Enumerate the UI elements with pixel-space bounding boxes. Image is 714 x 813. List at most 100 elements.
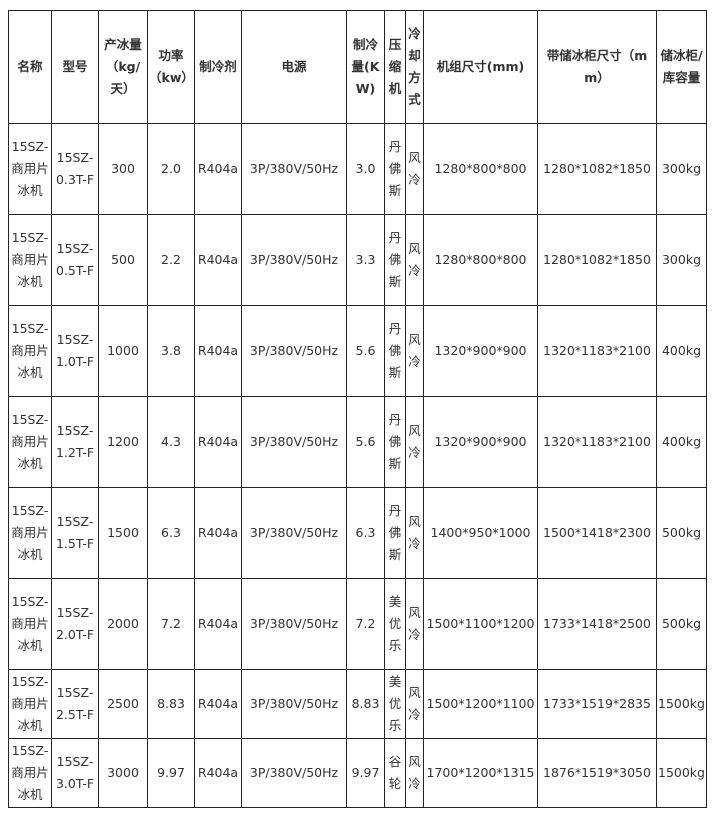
table-cell: 7.2: [147, 578, 195, 670]
table-cell: 风冷: [405, 305, 424, 397]
table-cell: 15SZ-商用片冰机: [8, 578, 52, 670]
column-header: 名称: [8, 10, 52, 124]
table-cell: 谷轮: [384, 738, 406, 808]
table-cell: 1320*900*900: [423, 396, 538, 488]
table-cell: R404a: [194, 214, 242, 306]
table-cell: R404a: [194, 669, 242, 739]
table-cell: 风冷: [405, 738, 424, 808]
table-row: 15SZ-商用片冰机 15SZ-2.0T-F 2000 7.2 R404a 3P/380V…: [8, 578, 707, 670]
table-cell: 1000: [98, 305, 148, 397]
table-cell: 6.3: [346, 487, 385, 579]
table-cell: 1280*1082*1850: [537, 214, 657, 306]
table-cell: 15SZ-2.0T-F: [51, 578, 99, 670]
header-row: 名称 型号 产冰量（kg/天） 功率（kw） 制冷剂 电源 制冷量(KW) 压缩机 冷却方式 机组…: [8, 10, 707, 124]
table-row: 15SZ-商用片冰机 15SZ-1.0T-F 1000 3.8 R404a 3P/380V…: [8, 305, 707, 397]
table-row: 15SZ-商用片冰机 15SZ-0.3T-F 300 2.0 R404a 3P/380V/…: [8, 123, 707, 215]
table-cell: 15SZ-商用片冰机: [8, 669, 52, 739]
table-cell: 500kg: [656, 578, 707, 670]
table-cell: 1500*1100*1200: [423, 578, 538, 670]
table-cell: R404a: [194, 578, 242, 670]
table-cell: 1876*1519*3050: [537, 738, 657, 808]
table-cell: 3P/380V/50Hz: [241, 487, 347, 579]
table-cell: 丹佛斯: [384, 214, 406, 306]
table-cell: 丹佛斯: [384, 487, 406, 579]
column-header: 型号: [51, 10, 99, 124]
table-cell: 3P/380V/50Hz: [241, 578, 347, 670]
table-cell: 2000: [98, 578, 148, 670]
table-cell: 3.3: [346, 214, 385, 306]
column-header: 制冷量(KW): [346, 10, 385, 124]
table-cell: 1280*1082*1850: [537, 123, 657, 215]
table-cell: 5.6: [346, 396, 385, 488]
table-cell: 美优乐: [384, 578, 406, 670]
column-header: 带储冰柜尺寸（mm）: [537, 10, 657, 124]
table-cell: 风冷: [405, 487, 424, 579]
table-cell: 丹佛斯: [384, 396, 406, 488]
table-cell: 3P/380V/50Hz: [241, 396, 347, 488]
table-cell: 1280*800*800: [423, 214, 538, 306]
table-cell: R404a: [194, 123, 242, 215]
table-cell: 1733*1519*2835: [537, 669, 657, 739]
table-cell: 8.83: [147, 669, 195, 739]
table-cell: 3000: [98, 738, 148, 808]
table-cell: 15SZ-1.5T-F: [51, 487, 99, 579]
table-cell: 3P/380V/50Hz: [241, 214, 347, 306]
table-cell: 300kg: [656, 214, 707, 306]
column-header: 产冰量（kg/天）: [98, 10, 148, 124]
table-row: 15SZ-商用片冰机 15SZ-1.2T-F 1200 4.3 R404a 3P/380V…: [8, 396, 707, 488]
table-cell: 3P/380V/50Hz: [241, 738, 347, 808]
table-cell: 300: [98, 123, 148, 215]
table-row: 15SZ-商用片冰机 15SZ-3.0T-F 3000 9.97 R404a 3P/380…: [8, 738, 707, 808]
table-cell: 15SZ-商用片冰机: [8, 123, 52, 215]
table-cell: 5.6: [346, 305, 385, 397]
table-cell: 15SZ-0.3T-F: [51, 123, 99, 215]
table-cell: 2.0: [147, 123, 195, 215]
table-cell: 15SZ-0.5T-F: [51, 214, 99, 306]
table-cell: 1500*1200*1100: [423, 669, 538, 739]
table-cell: 1500kg: [656, 669, 707, 739]
table-cell: 15SZ-1.0T-F: [51, 305, 99, 397]
table-cell: 9.97: [147, 738, 195, 808]
table-cell: R404a: [194, 396, 242, 488]
table-row: 15SZ-商用片冰机 15SZ-1.5T-F 1500 6.3 R404a 3P/380V…: [8, 487, 707, 579]
table-cell: 美优乐: [384, 669, 406, 739]
column-header: 机组尺寸(mm): [423, 10, 538, 124]
table-cell: 15SZ-商用片冰机: [8, 487, 52, 579]
column-header: 冷却方式: [405, 10, 424, 124]
table-cell: 15SZ-商用片冰机: [8, 738, 52, 808]
table-cell: 4.3: [147, 396, 195, 488]
table-cell: 7.2: [346, 578, 385, 670]
column-header: 电源: [241, 10, 347, 124]
table-cell: 15SZ-商用片冰机: [8, 214, 52, 306]
table-cell: 1500kg: [656, 738, 707, 808]
column-header: 制冷剂: [194, 10, 242, 124]
table-cell: 2.2: [147, 214, 195, 306]
table-cell: 500: [98, 214, 148, 306]
table-cell: 3.8: [147, 305, 195, 397]
table-cell: 1320*1183*2100: [537, 305, 657, 397]
ice-machine-spec-table: 名称 型号 产冰量（kg/天） 功率（kw） 制冷剂 电源 制冷量(KW) 压缩机 冷却方式 机组…: [8, 10, 707, 808]
table-cell: R404a: [194, 487, 242, 579]
table-cell: 15SZ-商用片冰机: [8, 305, 52, 397]
table-cell: 风冷: [405, 214, 424, 306]
table-cell: 丹佛斯: [384, 305, 406, 397]
table-cell: 15SZ-2.5T-F: [51, 669, 99, 739]
table-cell: 1700*1200*1315: [423, 738, 538, 808]
table-cell: 500kg: [656, 487, 707, 579]
table-cell: 3.0: [346, 123, 385, 215]
table-cell: 15SZ-3.0T-F: [51, 738, 99, 808]
table-cell: 2500: [98, 669, 148, 739]
table-cell: 3P/380V/50Hz: [241, 123, 347, 215]
table-cell: 9.97: [346, 738, 385, 808]
table-cell: 8.83: [346, 669, 385, 739]
table-cell: R404a: [194, 738, 242, 808]
table-cell: 400kg: [656, 305, 707, 397]
table-cell: 1280*800*800: [423, 123, 538, 215]
table-cell: 风冷: [405, 669, 424, 739]
table-cell: 300kg: [656, 123, 707, 215]
table-row: 15SZ-商用片冰机 15SZ-2.5T-F 2500 8.83 R404a 3P/380…: [8, 669, 707, 739]
table-cell: 风冷: [405, 578, 424, 670]
table-cell: 1500*1418*2300: [537, 487, 657, 579]
table-cell: 400kg: [656, 396, 707, 488]
table-cell: 1733*1418*2500: [537, 578, 657, 670]
